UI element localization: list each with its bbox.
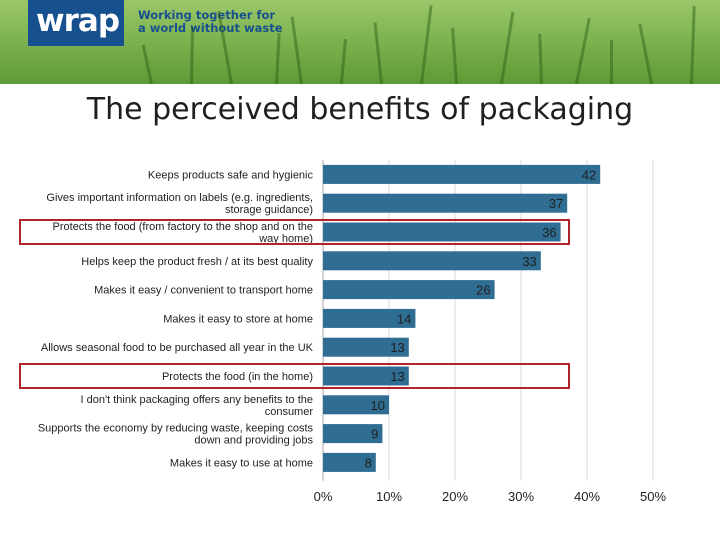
bar bbox=[323, 193, 568, 213]
bar bbox=[323, 164, 601, 184]
category-label: Allows seasonal food to be purchased all… bbox=[41, 342, 314, 354]
category-label: Keeps products safe and hygienic bbox=[148, 169, 314, 181]
data-label: 14 bbox=[397, 311, 411, 326]
x-tick-label: 50% bbox=[640, 489, 666, 504]
data-label: 13 bbox=[390, 369, 404, 384]
grass-blade bbox=[538, 33, 543, 84]
grass-blade bbox=[451, 28, 458, 84]
bar bbox=[323, 280, 495, 300]
x-tick-label: 10% bbox=[376, 489, 402, 504]
data-label: 10 bbox=[371, 398, 385, 413]
grass-blade bbox=[290, 16, 303, 84]
x-tick-label: 20% bbox=[442, 489, 468, 504]
highlight-box bbox=[19, 219, 570, 245]
data-label: 36 bbox=[542, 225, 556, 240]
tagline: Working together for a world without was… bbox=[138, 9, 283, 35]
category-label: Gives important information on labels (e… bbox=[46, 192, 313, 204]
bar bbox=[323, 395, 389, 415]
logo-text: wrap bbox=[36, 3, 120, 39]
category-label: Supports the economy by reducing waste, … bbox=[38, 423, 314, 435]
grass-blade bbox=[610, 40, 613, 84]
category-label: I don't think packaging offers any benef… bbox=[81, 394, 313, 406]
category-label: Makes it easy to use at home bbox=[170, 457, 313, 469]
data-label: 37 bbox=[549, 196, 563, 211]
tagline-line-2: a world without waste bbox=[138, 21, 283, 35]
bar bbox=[323, 366, 409, 386]
category-label: Makes it easy / convenient to transport … bbox=[94, 285, 313, 297]
header-banner: wrap Working together for a world withou… bbox=[0, 0, 720, 84]
grass-blade bbox=[275, 32, 281, 84]
grass-blade bbox=[373, 22, 383, 84]
category-label: Helps keep the product fresh / at its be… bbox=[81, 256, 313, 268]
wrap-logo: wrap bbox=[28, 0, 124, 46]
bar bbox=[323, 424, 383, 444]
x-tick-label: 0% bbox=[314, 489, 333, 504]
bar-chart: 0% 10% 20% 30% 40% 50% 42 Keeps products safe a… bbox=[19, 160, 666, 504]
category-label: way home) bbox=[258, 233, 313, 245]
category-label: consumer bbox=[265, 406, 314, 418]
category-label: down and providing jobs bbox=[194, 435, 313, 447]
grass-blade bbox=[141, 44, 153, 84]
data-label: 33 bbox=[522, 254, 536, 269]
bar bbox=[323, 337, 409, 357]
bar bbox=[323, 222, 561, 242]
grass-blade bbox=[690, 5, 696, 84]
bar bbox=[323, 452, 376, 472]
category-label: storage guidance) bbox=[225, 204, 313, 216]
x-tick-label: 40% bbox=[574, 489, 600, 504]
category-label: Protects the food (in the home) bbox=[162, 371, 313, 383]
grass-blade bbox=[420, 5, 433, 84]
bar bbox=[323, 251, 541, 271]
highlight-box bbox=[19, 363, 570, 389]
data-label: 9 bbox=[371, 427, 378, 442]
data-label: 42 bbox=[582, 167, 596, 182]
grass-blade bbox=[340, 39, 347, 84]
grass-blade bbox=[575, 17, 591, 84]
category-label: Makes it easy to store at home bbox=[163, 313, 313, 325]
x-tick-label: 30% bbox=[508, 489, 534, 504]
data-label: 8 bbox=[365, 455, 372, 470]
bar bbox=[323, 308, 416, 328]
slide-title: The perceived benefits of packaging bbox=[86, 92, 634, 127]
grass-blade bbox=[500, 11, 515, 84]
data-label: 26 bbox=[476, 283, 490, 298]
tagline-line-1: Working together for bbox=[138, 8, 276, 22]
grass-blade bbox=[638, 23, 653, 84]
grass-blade bbox=[190, 26, 194, 84]
category-label: Protects the food (from factory to the s… bbox=[53, 221, 313, 233]
data-label: 13 bbox=[390, 340, 404, 355]
